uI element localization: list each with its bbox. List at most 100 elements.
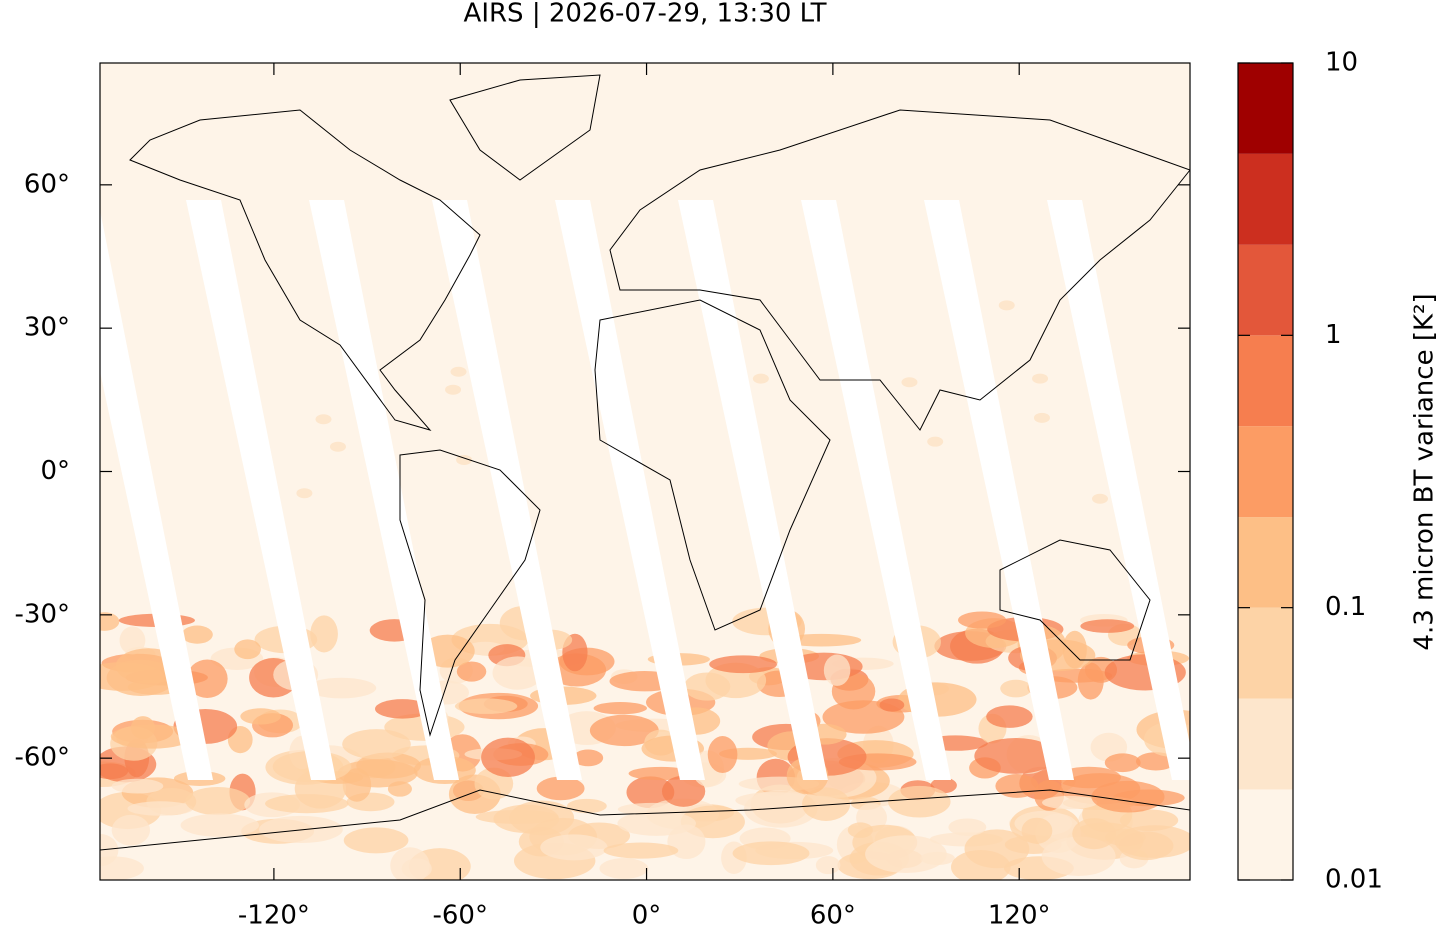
field-patch	[589, 714, 659, 747]
field-patch	[315, 414, 332, 425]
field-patch	[752, 373, 769, 384]
field-patch	[356, 752, 421, 779]
field-patch	[1056, 766, 1121, 789]
swath-gap	[801, 200, 951, 780]
field-patch	[707, 736, 738, 774]
coastlines	[100, 74, 1190, 851]
field-patch	[481, 737, 535, 778]
field-patch	[1000, 679, 1032, 698]
field-patch	[593, 701, 647, 715]
field-patch	[127, 801, 194, 816]
field-patch	[445, 384, 462, 395]
field-patch	[375, 699, 430, 719]
field-patch	[1072, 818, 1117, 850]
field-patch	[1119, 809, 1179, 832]
field-patch	[1091, 493, 1108, 504]
swath-gap	[1047, 200, 1190, 780]
field-patch	[1038, 668, 1113, 683]
field-patch	[492, 656, 543, 690]
field-patch	[536, 776, 585, 801]
colorbar-label: 4.3 micron BT variance [K²]	[1410, 293, 1440, 650]
colorbar-bin	[1238, 607, 1293, 699]
field-patch	[948, 818, 987, 836]
field-patch	[815, 856, 841, 875]
field-patch	[342, 729, 411, 760]
field-patch	[566, 798, 607, 814]
field-patch	[927, 436, 944, 447]
field-patch	[1021, 817, 1053, 844]
field-patch	[310, 615, 338, 653]
field-patch	[493, 804, 559, 834]
colorbar-bin	[1238, 63, 1293, 154]
field-patch	[626, 776, 675, 809]
field-patch	[1135, 752, 1176, 771]
field-patch	[390, 847, 430, 880]
field-patch	[1091, 780, 1165, 813]
field-patch	[802, 787, 851, 821]
field-patch	[450, 366, 467, 377]
x-tick-label: 0°	[632, 901, 662, 930]
field-patch	[661, 775, 706, 807]
colorbar-bin	[1238, 517, 1293, 608]
field-patch	[119, 626, 146, 655]
field-patch	[865, 835, 947, 874]
x-tick-label: 60°	[810, 901, 856, 930]
swath-gap	[309, 200, 459, 780]
field-patch	[540, 834, 608, 861]
colorbar-frame	[1237, 62, 1294, 881]
field-patch	[603, 842, 679, 859]
field-patch	[617, 811, 696, 836]
chart-title: AIRS | 2026-07-29, 13:30 LT	[464, 0, 827, 29]
swath-gap	[924, 200, 1074, 780]
field-patch	[735, 792, 813, 809]
field-patch	[296, 488, 313, 499]
field-patch	[387, 781, 412, 797]
swath-gap	[432, 200, 582, 780]
coastline	[594, 299, 831, 631]
field-patch	[901, 377, 918, 388]
x-tick-label: -120°	[238, 901, 310, 930]
colorbar-tick-label: 1	[1325, 320, 1342, 350]
x-tick-label: 120°	[988, 901, 1051, 930]
field-patch	[958, 611, 1007, 629]
field-patch	[1042, 795, 1098, 810]
field-patch	[951, 849, 1011, 880]
field-patch	[100, 856, 144, 880]
field-patch	[265, 794, 349, 814]
field-patch	[709, 655, 777, 674]
swath-gap	[186, 200, 336, 780]
field-patch	[180, 813, 259, 837]
field-patch	[599, 858, 649, 879]
field-patch	[1104, 753, 1141, 773]
swath-gap	[0, 200, 90, 780]
field-patch	[684, 672, 731, 701]
swath-gap	[678, 200, 828, 780]
field-patch	[306, 677, 377, 699]
colorbar-bin	[1238, 153, 1293, 245]
colorbar-bin	[1238, 426, 1293, 518]
swath-gap	[100, 210, 213, 780]
field-patch	[329, 441, 346, 452]
x-tick-label: -60°	[432, 901, 487, 930]
field-patch	[995, 774, 1039, 798]
field-patch	[456, 454, 473, 465]
field-patch	[888, 785, 951, 818]
field-patch	[186, 659, 228, 698]
colorbar-bin	[1238, 244, 1293, 336]
coastline	[609, 109, 1190, 431]
field-patch	[185, 786, 251, 816]
field-patch	[343, 827, 409, 854]
field-patch	[986, 705, 1033, 728]
y-tick-label: 30°	[24, 313, 70, 343]
colorbar-bin	[1238, 335, 1293, 427]
field-patch	[1033, 412, 1050, 423]
field-patch	[454, 698, 518, 714]
field-patch	[240, 708, 281, 725]
colorbar-bin	[1238, 698, 1293, 790]
map-field	[0, 63, 1190, 880]
y-tick-label: 60°	[24, 169, 70, 199]
field-patch	[111, 778, 164, 794]
field-patch	[106, 659, 176, 696]
field-patch	[456, 661, 487, 682]
y-tick-label: -60°	[15, 743, 70, 773]
